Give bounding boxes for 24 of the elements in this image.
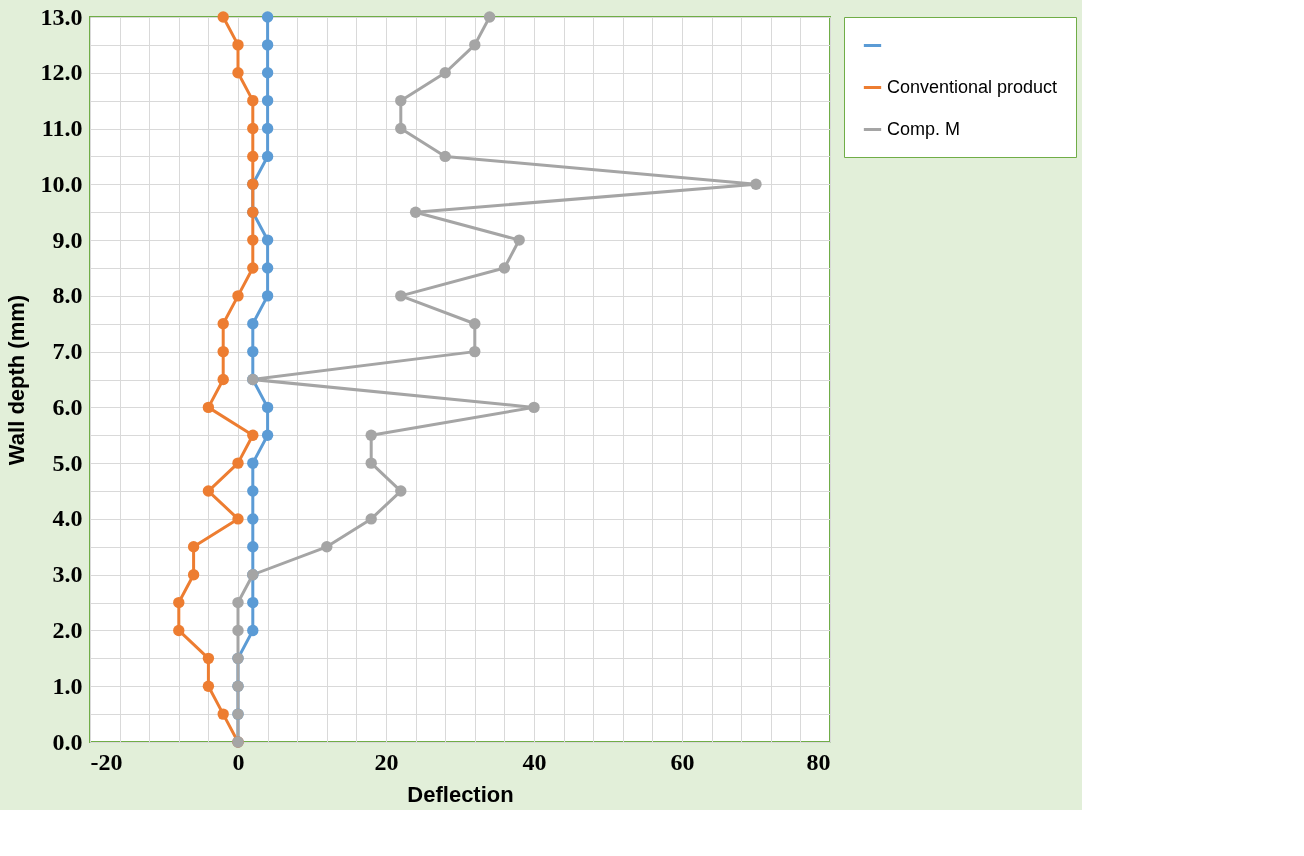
y-tick-label: 6.0 [52, 393, 83, 420]
y-tick-label: 0.0 [52, 728, 83, 755]
x-tick-label: 40 [522, 748, 547, 775]
legend-label: Conventional product [887, 76, 1058, 97]
y-axis-title: Wall depth (mm) [3, 294, 29, 466]
x-tick-label: 20 [374, 748, 399, 775]
y-tick-label: 13.0 [40, 3, 83, 30]
y-tick-label: 2.0 [52, 616, 83, 643]
x-tick-label: 80 [806, 748, 831, 775]
y-tick-label: 8.0 [52, 282, 83, 309]
y-tick-label: 4.0 [52, 505, 83, 532]
x-tick-label: -20 [90, 748, 123, 775]
x-axis-title: Deflection [407, 781, 514, 807]
x-tick-label: 0 [232, 748, 245, 775]
y-tick-label: 7.0 [52, 338, 83, 365]
y-tick-label: 9.0 [52, 226, 83, 253]
y-tick-label: 12.0 [40, 59, 83, 86]
y-tick-label: 10.0 [40, 170, 83, 197]
y-tick-label: 5.0 [52, 449, 83, 476]
y-tick-label: 3.0 [52, 561, 83, 588]
y-tick-label: 11.0 [41, 115, 83, 142]
y-tick-label: 1.0 [52, 672, 83, 699]
x-tick-label: 60 [670, 748, 695, 775]
legend-label: Comp. M [887, 118, 961, 139]
